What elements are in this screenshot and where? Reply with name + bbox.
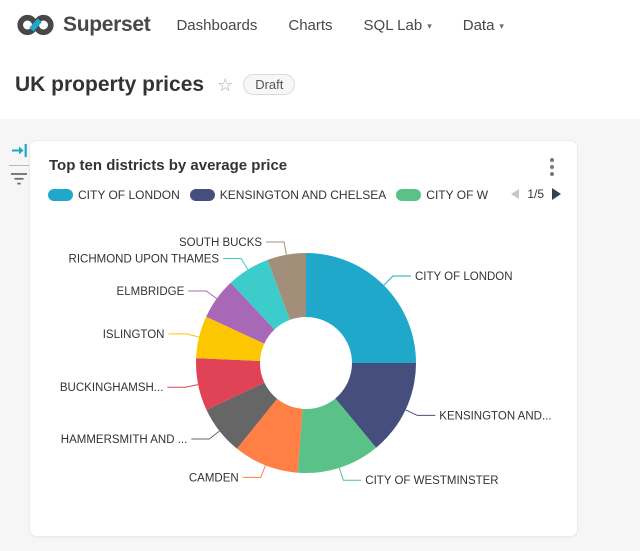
nav-item-dashboards[interactable]: Dashboards bbox=[176, 17, 257, 34]
pie-label-hammersmith-and: HAMMERSMITH AND ... bbox=[61, 434, 188, 446]
pie-slice-city-of-london[interactable] bbox=[306, 253, 416, 363]
dashboard-title-bar: UK property prices ☆ Draft bbox=[0, 50, 640, 119]
favorite-star-icon[interactable]: ☆ bbox=[217, 74, 234, 95]
pie-slice-elmbridge[interactable] bbox=[206, 282, 275, 344]
chart-legend: CITY OF LONDON KENSINGTON AND CHELSEA CITY… bbox=[48, 187, 489, 203]
pie-label-leader-camden bbox=[242, 465, 266, 478]
pie-slice-city-of-westminster[interactable] bbox=[297, 398, 377, 474]
pie-label-leader-south-bucks bbox=[266, 241, 287, 255]
legend-label: CITY OF WES bbox=[426, 188, 489, 202]
filter-list-icon[interactable] bbox=[10, 172, 28, 186]
nav-item-sql-lab[interactable]: SQL Lab ▾ bbox=[364, 17, 432, 34]
legend-item-city-of-wes[interactable]: CITY OF WES bbox=[396, 188, 489, 202]
pie-slice-camden[interactable] bbox=[236, 398, 303, 473]
legend-item-city-of-london[interactable]: CITY OF LONDON bbox=[48, 188, 180, 202]
nav-label: Dashboards bbox=[176, 16, 258, 34]
legend-swatch bbox=[48, 189, 73, 201]
superset-logo[interactable]: Superset bbox=[16, 11, 151, 39]
legend-swatch bbox=[189, 189, 215, 201]
caret-down-icon: ▾ bbox=[427, 20, 432, 31]
legend-swatch bbox=[396, 189, 422, 201]
pie-label-leader-buckinghamsh bbox=[167, 384, 199, 388]
brand-name: Superset bbox=[63, 13, 151, 36]
donut-chart: CITY OF LONDON KENSINGTON AND... CITY OF W… bbox=[60, 237, 552, 487]
chart-title: Top ten districts by average price bbox=[49, 157, 288, 174]
status-badge: Draft bbox=[243, 74, 296, 95]
pie-label-leader-city-of-westminster bbox=[338, 467, 362, 481]
nav-label: Data bbox=[462, 16, 495, 34]
chart-options-kebab-icon[interactable] bbox=[548, 156, 556, 178]
dashboard-body: Top ten districts by average price CITY … bbox=[0, 119, 640, 551]
pie-slice-richmond-upon-thames[interactable] bbox=[230, 259, 290, 330]
pie-slice-islington[interactable] bbox=[196, 316, 265, 361]
pie-label-buckinghamsh: BUCKINGHAMSH... bbox=[60, 382, 164, 394]
superset-infinity-icon bbox=[17, 14, 54, 36]
legend-label: KENSINGTON AND CHELSEA bbox=[219, 188, 387, 202]
divider bbox=[9, 165, 29, 166]
legend-prev-page-icon[interactable] bbox=[511, 189, 520, 199]
pie-slice-kensington-and-chelsea[interactable] bbox=[335, 363, 416, 448]
pie-label-leader-islington bbox=[168, 333, 200, 338]
pie-label-leader-kensington-and-chelsea bbox=[405, 409, 436, 416]
pie-label-leader-hammersmith-and bbox=[191, 430, 220, 440]
pie-label-leader-city-of-london bbox=[383, 275, 411, 286]
filter-bar-tools bbox=[7, 143, 31, 186]
nav-item-charts[interactable]: Charts bbox=[288, 17, 332, 34]
expand-filter-bar-icon[interactable] bbox=[11, 143, 28, 158]
pie-label-elmbridge: ELMBRIDGE bbox=[117, 286, 185, 298]
legend-next-page-icon[interactable] bbox=[552, 188, 561, 200]
pie-slice-hammersmith-and[interactable] bbox=[206, 382, 278, 449]
caret-down-icon: ▾ bbox=[499, 20, 504, 31]
pie-label-south-bucks: SOUTH BUCKS bbox=[179, 237, 262, 249]
pie-label-camden: CAMDEN bbox=[189, 472, 239, 484]
legend-item-kensington-and-chelsea[interactable]: KENSINGTON AND CHELSEA bbox=[189, 188, 387, 202]
legend-pagination: 1/5 bbox=[511, 186, 561, 202]
pie-slice-south-bucks[interactable] bbox=[267, 253, 306, 320]
pie-slice-buckinghamsh[interactable] bbox=[196, 358, 265, 410]
pie-label-richmond-upon-thames: RICHMOND UPON THAMES bbox=[69, 254, 220, 266]
pie-label-city-of-london: CITY OF LONDON bbox=[415, 271, 513, 283]
nav-item-data[interactable]: Data ▾ bbox=[463, 17, 504, 34]
nav-label: SQL Lab bbox=[363, 16, 423, 34]
pie-label-islington: ISLINGTON bbox=[103, 329, 165, 341]
chart-card: Top ten districts by average price CITY … bbox=[29, 140, 578, 537]
pie-label-city-of-westminster: CITY OF WESTMINSTER bbox=[365, 475, 498, 487]
page-title: UK property prices bbox=[15, 72, 205, 96]
nav-label: Charts bbox=[288, 16, 333, 34]
top-navbar: Superset Dashboards Charts SQL Lab ▾ Dat… bbox=[0, 0, 640, 50]
pie-label-kensington-and-chelsea: KENSINGTON AND... bbox=[439, 410, 551, 422]
pie-label-leader-elmbridge bbox=[188, 290, 218, 300]
main-nav: Dashboards Charts SQL Lab ▾ Data ▾ bbox=[176, 17, 503, 34]
legend-page-indicator: 1/5 bbox=[527, 187, 544, 201]
legend-label: CITY OF LONDON bbox=[78, 188, 180, 202]
pie-label-leader-richmond-upon-thames bbox=[223, 258, 249, 270]
